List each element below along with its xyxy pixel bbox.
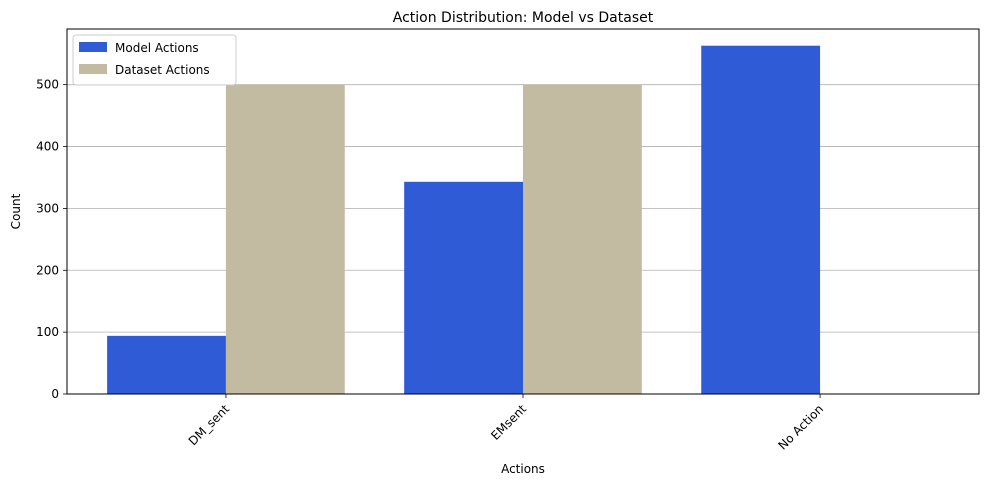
legend: Model Actions Dataset Actions: [72, 34, 237, 86]
y-axis-ticks: 0 100 200 300 400 500: [36, 78, 67, 401]
bar-model-actions-emsent: [404, 181, 523, 394]
y-tick-label: 200: [36, 263, 59, 277]
bar-dataset-actions-dm-sent: [225, 84, 345, 394]
y-tick-label: 400: [36, 140, 59, 154]
y-axis-label: Count: [9, 193, 23, 229]
x-tick-label: DM_sent: [186, 402, 233, 449]
legend-box: [72, 34, 237, 86]
legend-swatch: [79, 42, 107, 52]
bars: [107, 45, 821, 394]
y-tick-label: 0: [51, 387, 59, 401]
x-axis-ticks: DM_sent EMsent No Action: [186, 394, 826, 453]
bar-dataset-actions-emsent: [523, 84, 642, 394]
chart-title: Action Distribution: Model vs Dataset: [393, 10, 654, 26]
legend-label: Model Actions: [115, 41, 199, 55]
y-tick-label: 100: [36, 325, 59, 339]
x-tick-label: No Action: [775, 402, 826, 453]
legend-label: Dataset Actions: [115, 63, 210, 77]
y-tick-label: 300: [36, 201, 59, 215]
bar-model-actions-no-action: [701, 45, 821, 394]
legend-swatch: [79, 64, 107, 74]
bar-model-actions-dm-sent: [107, 335, 226, 394]
x-tick-label: EMsent: [488, 402, 529, 443]
x-axis-label: Actions: [501, 462, 545, 476]
y-tick-label: 500: [36, 78, 59, 92]
